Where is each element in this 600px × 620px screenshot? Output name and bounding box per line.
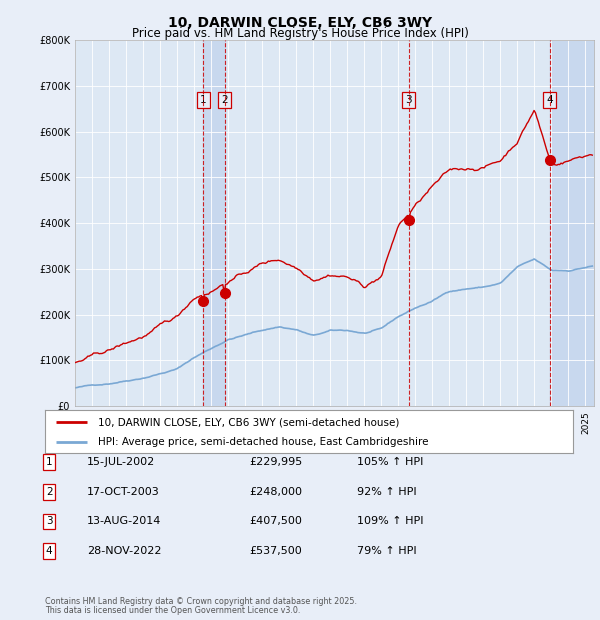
Text: 2: 2: [46, 487, 53, 497]
Text: 1: 1: [46, 457, 53, 467]
Text: 28-NOV-2022: 28-NOV-2022: [87, 546, 161, 556]
Text: 1: 1: [200, 95, 206, 105]
Bar: [550, 40, 594, 406]
Text: 92% ↑ HPI: 92% ↑ HPI: [357, 487, 416, 497]
Text: 3: 3: [406, 95, 412, 105]
Text: 15-JUL-2002: 15-JUL-2002: [87, 457, 155, 467]
Text: 3: 3: [46, 516, 53, 526]
Text: 105% ↑ HPI: 105% ↑ HPI: [357, 457, 424, 467]
Text: £537,500: £537,500: [249, 546, 302, 556]
Text: £407,500: £407,500: [249, 516, 302, 526]
Text: 10, DARWIN CLOSE, ELY, CB6 3WY (semi-detached house): 10, DARWIN CLOSE, ELY, CB6 3WY (semi-det…: [98, 417, 399, 427]
Text: 13-AUG-2014: 13-AUG-2014: [87, 516, 161, 526]
Bar: [203, 40, 224, 406]
Text: 79% ↑ HPI: 79% ↑ HPI: [357, 546, 416, 556]
Text: 17-OCT-2003: 17-OCT-2003: [87, 487, 160, 497]
Text: £229,995: £229,995: [249, 457, 302, 467]
Text: 109% ↑ HPI: 109% ↑ HPI: [357, 516, 424, 526]
Text: £248,000: £248,000: [249, 487, 302, 497]
Text: 10, DARWIN CLOSE, ELY, CB6 3WY: 10, DARWIN CLOSE, ELY, CB6 3WY: [168, 16, 432, 30]
Text: HPI: Average price, semi-detached house, East Cambridgeshire: HPI: Average price, semi-detached house,…: [98, 437, 428, 447]
Text: 4: 4: [46, 546, 53, 556]
Text: Price paid vs. HM Land Registry's House Price Index (HPI): Price paid vs. HM Land Registry's House …: [131, 27, 469, 40]
Text: 4: 4: [547, 95, 553, 105]
Text: 2: 2: [221, 95, 228, 105]
Text: Contains HM Land Registry data © Crown copyright and database right 2025.: Contains HM Land Registry data © Crown c…: [45, 597, 357, 606]
Text: This data is licensed under the Open Government Licence v3.0.: This data is licensed under the Open Gov…: [45, 606, 301, 615]
